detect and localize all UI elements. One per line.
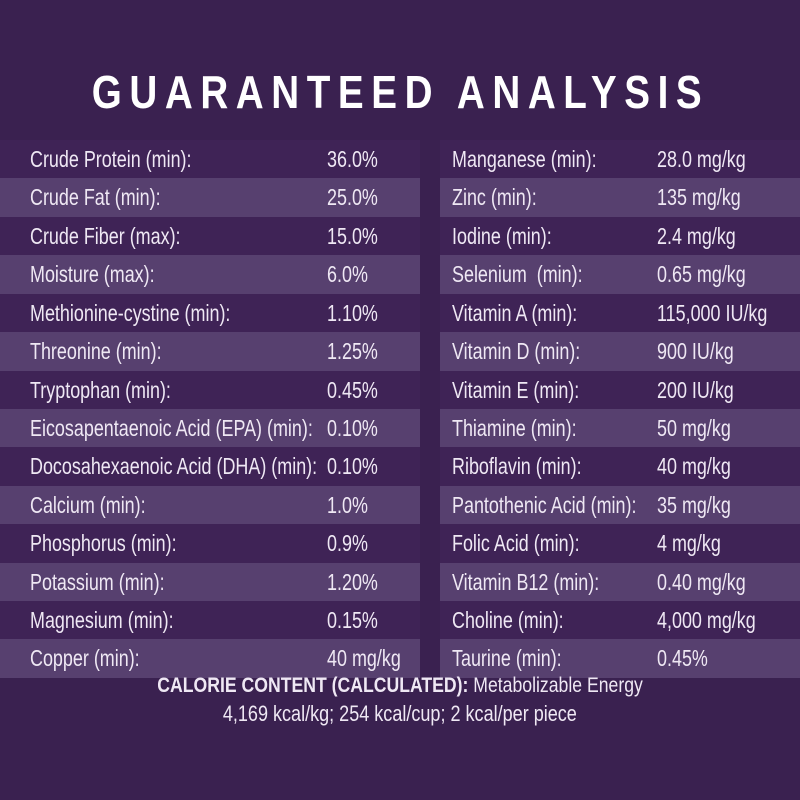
nutrient-label: Methionine-cystine (min): bbox=[30, 299, 231, 326]
nutrient-label: Selenium (min): bbox=[452, 261, 583, 288]
nutrient-label: Calcium (min): bbox=[30, 491, 146, 518]
table-row: Selenium (min): 0.65 mg/kg bbox=[440, 255, 800, 294]
nutrient-label: Copper (min): bbox=[30, 645, 140, 672]
nutrient-label: Vitamin E (min): bbox=[452, 376, 580, 403]
analysis-table: Crude Protein (min): 36.0% Crude Fat (min)… bbox=[0, 140, 800, 678]
nutrient-value: 40 mg/kg bbox=[657, 453, 731, 480]
table-row: Iodine (min): 2.4 mg/kg bbox=[440, 216, 800, 256]
nutrient-label: Thiamine (min): bbox=[452, 414, 577, 441]
nutrient-label: Crude Fat (min): bbox=[30, 184, 161, 211]
table-row: Manganese (min): 28.0 mg/kg bbox=[440, 140, 800, 179]
table-row: Riboflavin (min): 40 mg/kg bbox=[440, 447, 800, 486]
nutrient-label: Crude Fiber (max): bbox=[30, 222, 181, 249]
calorie-values: 4,169 kcal/kg; 254 kcal/cup; 2 kcal/per … bbox=[222, 701, 577, 726]
table-row: Tryptophan (min): 0.45% bbox=[0, 370, 420, 409]
nutrient-label: Zinc (min): bbox=[452, 184, 537, 211]
nutrient-label: Vitamin D (min): bbox=[452, 338, 581, 365]
nutrient-value: 6.0% bbox=[327, 261, 368, 288]
table-row: Eicosapentaenoic Acid (EPA) (min): 0.10% bbox=[0, 408, 420, 448]
analysis-column-right: Manganese (min): 28.0 mg/kg Zinc (min): 135… bbox=[440, 140, 800, 678]
table-row: Crude Protein (min): 36.0% bbox=[0, 140, 420, 179]
nutrient-value: 0.10% bbox=[327, 414, 378, 441]
nutrient-value: 0.15% bbox=[327, 607, 378, 634]
table-row: Pantothenic Acid (min): 35 mg/kg bbox=[440, 485, 800, 525]
table-row: Vitamin D (min): 900 IU/kg bbox=[440, 332, 800, 371]
nutrient-label: Manganese (min): bbox=[452, 146, 597, 172]
nutrient-value: 900 IU/kg bbox=[657, 338, 734, 365]
page-title: GUARANTEED ANALYSIS bbox=[0, 68, 800, 116]
calorie-description: Metabolizable Energy bbox=[468, 673, 643, 697]
calorie-values-line: 4,169 kcal/kg; 254 kcal/cup; 2 kcal/per … bbox=[0, 700, 800, 728]
nutrient-value: 1.20% bbox=[327, 568, 378, 595]
nutrient-label: Taurine (min): bbox=[452, 645, 562, 672]
nutrient-value: 1.25% bbox=[327, 338, 378, 365]
table-row: Zinc (min): 135 mg/kg bbox=[440, 178, 800, 217]
table-row: Vitamin E (min): 200 IU/kg bbox=[440, 370, 800, 409]
table-row: Thiamine (min): 50 mg/kg bbox=[440, 408, 800, 448]
nutrient-label: Magnesium (min): bbox=[30, 607, 174, 634]
table-row: Vitamin A (min): 115,000 IU/kg bbox=[440, 293, 800, 333]
nutrient-value: 0.40 mg/kg bbox=[657, 568, 746, 595]
nutrient-label: Crude Protein (min): bbox=[30, 146, 192, 172]
nutrient-value: 2.4 mg/kg bbox=[657, 222, 736, 249]
nutrient-label: Pantothenic Acid (min): bbox=[452, 491, 637, 518]
nutrient-label: Vitamin A (min): bbox=[452, 299, 578, 326]
table-row: Phosphorus (min): 0.9% bbox=[0, 524, 420, 563]
nutrient-label: Riboflavin (min): bbox=[452, 453, 582, 480]
nutrient-value: 0.9% bbox=[327, 530, 368, 557]
nutrient-value: 35 mg/kg bbox=[657, 491, 731, 518]
nutrient-label: Vitamin B12 (min): bbox=[452, 568, 600, 595]
nutrient-value: 50 mg/kg bbox=[657, 414, 731, 441]
nutrient-label: Tryptophan (min): bbox=[30, 376, 171, 403]
nutrient-value: 28.0 mg/kg bbox=[657, 146, 746, 172]
table-row: Crude Fat (min): 25.0% bbox=[0, 178, 420, 217]
nutrient-label: Phosphorus (min): bbox=[30, 530, 177, 557]
table-row: Potassium (min): 1.20% bbox=[0, 562, 420, 602]
page-title-text: GUARANTEED ANALYSIS bbox=[91, 66, 709, 118]
nutrient-value: 36.0% bbox=[327, 146, 378, 172]
table-row: Magnesium (min): 0.15% bbox=[0, 601, 420, 640]
table-row: Folic Acid (min): 4 mg/kg bbox=[440, 524, 800, 563]
nutrient-value: 4,000 mg/kg bbox=[657, 607, 756, 634]
nutrient-label: Potassium (min): bbox=[30, 568, 165, 595]
nutrient-value: 15.0% bbox=[327, 222, 378, 249]
nutrient-value: 0.45% bbox=[657, 645, 708, 672]
table-row: Methionine-cystine (min): 1.10% bbox=[0, 293, 420, 333]
nutrient-value: 40 mg/kg bbox=[327, 645, 401, 672]
nutrient-label: Eicosapentaenoic Acid (EPA) (min): bbox=[30, 414, 313, 441]
nutrient-value: 1.0% bbox=[327, 491, 368, 518]
table-row: Threonine (min): 1.25% bbox=[0, 332, 420, 371]
nutrient-value: 1.10% bbox=[327, 299, 378, 326]
table-row: Calcium (min): 1.0% bbox=[0, 485, 420, 525]
nutrient-label: Choline (min): bbox=[452, 607, 564, 634]
nutrient-label: Moisture (max): bbox=[30, 261, 155, 288]
nutrient-value: 0.45% bbox=[327, 376, 378, 403]
nutrient-value: 0.10% bbox=[327, 453, 378, 480]
table-row: Taurine (min): 0.45% bbox=[440, 639, 800, 678]
table-row: Docosahexaenoic Acid (DHA) (min): 0.10% bbox=[0, 447, 420, 486]
nutrient-value: 115,000 IU/kg bbox=[657, 299, 768, 326]
table-row: Vitamin B12 (min): 0.40 mg/kg bbox=[440, 562, 800, 602]
calorie-content-line: CALORIE CONTENT (CALCULATED): Metaboliza… bbox=[0, 672, 800, 699]
nutrient-label: Docosahexaenoic Acid (DHA) (min): bbox=[30, 453, 318, 480]
nutrient-value: 25.0% bbox=[327, 184, 378, 211]
nutrient-label: Folic Acid (min): bbox=[452, 530, 580, 557]
nutrient-label: Threonine (min): bbox=[30, 338, 162, 365]
calorie-heading: CALORIE CONTENT (CALCULATED): bbox=[157, 673, 469, 697]
table-row: Choline (min): 4,000 mg/kg bbox=[440, 601, 800, 640]
nutrient-value: 135 mg/kg bbox=[657, 184, 741, 211]
nutrient-value: 0.65 mg/kg bbox=[657, 261, 746, 288]
table-row: Moisture (max): 6.0% bbox=[0, 255, 420, 294]
nutrient-value: 4 mg/kg bbox=[657, 530, 721, 557]
table-row: Crude Fiber (max): 15.0% bbox=[0, 216, 420, 256]
nutrient-label: Iodine (min): bbox=[452, 222, 552, 249]
analysis-column-left: Crude Protein (min): 36.0% Crude Fat (min)… bbox=[0, 140, 420, 678]
nutrient-value: 200 IU/kg bbox=[657, 376, 734, 403]
table-row: Copper (min): 40 mg/kg bbox=[0, 639, 420, 678]
